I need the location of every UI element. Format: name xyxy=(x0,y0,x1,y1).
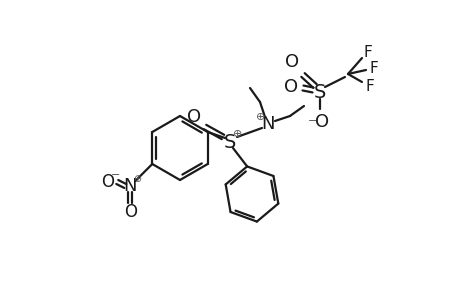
Text: −: − xyxy=(308,116,317,126)
Text: O: O xyxy=(283,78,297,96)
Text: S: S xyxy=(313,82,325,101)
Text: S: S xyxy=(224,133,235,152)
Text: ⊕: ⊕ xyxy=(256,112,265,122)
Text: O: O xyxy=(101,173,113,191)
Text: F: F xyxy=(365,79,374,94)
Text: O: O xyxy=(314,113,328,131)
Text: N: N xyxy=(261,115,274,133)
Text: O: O xyxy=(123,203,136,221)
Text: N: N xyxy=(123,177,137,195)
Text: O: O xyxy=(284,53,298,71)
Text: −: − xyxy=(110,170,120,180)
Text: ⊕: ⊕ xyxy=(233,129,242,139)
Text: O: O xyxy=(186,108,201,126)
Text: F: F xyxy=(369,61,378,76)
Text: F: F xyxy=(363,44,372,59)
Text: ⊕: ⊕ xyxy=(133,174,141,184)
